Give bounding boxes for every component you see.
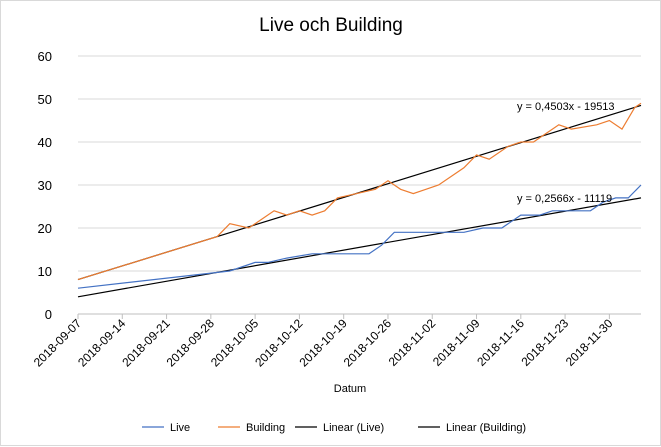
y-tick-label: 60 [38,49,52,64]
x-tick-label: 2018-11-30 [563,316,616,369]
gridlines [78,55,641,315]
trendline-equation: y = 0,2566x - 11119 [517,193,612,205]
x-axis-title: Datum [334,383,366,395]
trendline [77,197,642,298]
legend-label: Live [170,422,190,434]
y-tick-label: 40 [38,135,52,150]
series-line-live [77,184,642,289]
y-tick-label: 20 [38,221,52,236]
trendline-equation: y = 0,4503x - 19513 [517,101,615,113]
legend-label: Linear (Live) [323,422,384,434]
x-tick-label: 2018-10-26 [341,316,395,370]
legend-label: Building [246,422,285,434]
trendline-equations: y = 0,4503x - 19513 y = 0,2566x - 11119 [517,101,615,205]
plot-area [77,102,642,298]
series-line-building [77,102,642,281]
chart-title: Live och Building [259,15,403,36]
y-tick-label: 30 [38,178,52,193]
x-axis: 2018-09-072018-09-142018-09-212018-09-28… [31,314,616,370]
legend: Live Building Linear (Live) Linear (Buildin… [142,422,526,434]
y-tick-label: 0 [45,307,52,322]
legend-label: Linear (Building) [446,422,526,434]
y-tick-label: 50 [38,92,52,107]
y-tick-label: 10 [38,264,52,279]
y-axis: 0 10 20 30 40 50 60 [38,49,52,322]
